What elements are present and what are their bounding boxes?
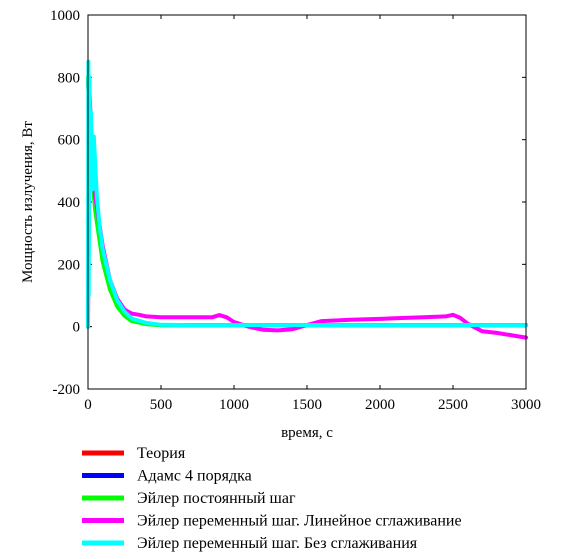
legend-label-1: Теория — [137, 445, 186, 462]
y-axis-label: Мощность излучения, Вт — [20, 121, 36, 283]
series-lines — [86, 59, 528, 340]
series-line-2 — [86, 75, 528, 328]
legend-label-4: Эйлер переменный шаг. Линейное сглаживан… — [137, 513, 462, 530]
x-tick-label: 2000 — [365, 397, 395, 413]
series-line-4 — [86, 90, 528, 340]
legend-label-2: Адамс 4 порядка — [137, 468, 252, 485]
y-tick-label: 800 — [58, 70, 81, 86]
y-tick-label: 200 — [58, 257, 81, 273]
legend: Теория Адамс 4 порядка Эйлер постоянный ша… — [82, 445, 462, 552]
x-tick-label: 1500 — [292, 397, 322, 413]
x-tick-label: 500 — [150, 397, 173, 413]
series-line-5 — [86, 59, 528, 329]
plot-frame — [87, 14, 527, 390]
x-axis-label: время, с — [281, 425, 333, 441]
y-tick-label: 600 — [58, 133, 81, 149]
x-tick-labels: 0 500 1000 1500 2000 2500 3000 — [84, 397, 541, 413]
x-tick-label: 1000 — [219, 397, 249, 413]
legend-label-5: Эйлер переменный шаг. Без сглаживания — [137, 535, 418, 552]
y-tick-labels: -200 0 200 400 600 800 1000 — [50, 8, 80, 398]
y-tick-label: 0 — [73, 320, 81, 336]
x-tick-label: 0 — [84, 397, 92, 413]
series-line-3 — [86, 75, 528, 328]
y-tick-label: 400 — [58, 195, 81, 211]
x-tick-label: 2500 — [438, 397, 468, 413]
y-tick-label: -200 — [53, 382, 81, 398]
x-tick-label: 3000 — [511, 397, 541, 413]
legend-label-3: Эйлер постоянный шаг — [137, 490, 296, 507]
tick-marks — [87, 14, 527, 390]
series-line-1 — [86, 75, 528, 328]
y-tick-label: 1000 — [50, 8, 80, 24]
